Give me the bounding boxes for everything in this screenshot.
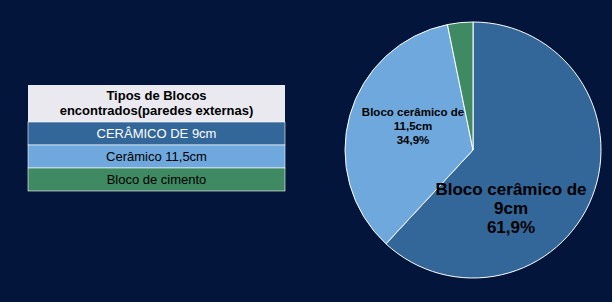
legend-label: Cerâmico 11,5cm	[106, 149, 207, 164]
data-labels: Bloco cerâmico de9cm61,9%Bloco cerâmico …	[362, 106, 587, 237]
data-label-line: 34,9%	[397, 134, 430, 146]
legend-title-line: encontrados(paredes externas)	[60, 103, 254, 118]
data-label-line: 9cm	[494, 199, 528, 218]
data-label-line: 11,5cm	[394, 120, 432, 132]
chart: Bloco cerâmico de9cm61,9%Bloco cerâmico …	[0, 0, 612, 302]
pie-slice	[447, 22, 473, 150]
legend-label: Bloco de cimento	[107, 172, 207, 187]
data-label-line: Bloco cerâmico de	[362, 106, 464, 118]
background	[0, 0, 612, 302]
legend-swatch	[28, 168, 285, 191]
pie	[345, 22, 601, 278]
legend-title-line: Tipos de Blocos	[106, 88, 206, 103]
legend-title: Tipos de Blocosencontrados(paredes exter…	[60, 88, 254, 118]
data-label: Bloco cerâmico de9cm61,9%	[435, 180, 586, 237]
legend-swatch	[28, 145, 285, 168]
data-label-line: 61,9%	[487, 218, 535, 237]
legend-label: CERÂMICO DE 9cm	[97, 126, 217, 141]
legend-swatch	[28, 122, 285, 145]
data-label: Bloco cerâmico de 11,5cm 34,9%	[362, 106, 464, 146]
data-label-line: Bloco cerâmico de	[435, 180, 586, 199]
legend-title-box	[28, 85, 285, 122]
legend: Tipos de Blocosencontrados(paredes exter…	[28, 85, 285, 191]
